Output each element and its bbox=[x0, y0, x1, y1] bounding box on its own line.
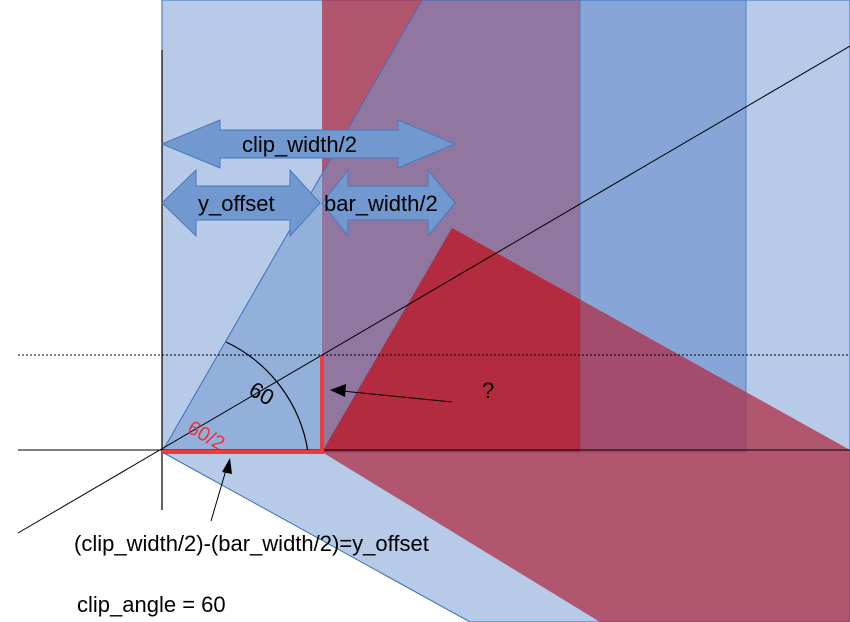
equation-pointer-line bbox=[210, 469, 227, 522]
y-offset-label: y_offset bbox=[198, 191, 275, 216]
clip-width-arrow bbox=[160, 119, 457, 169]
bar-width-half-label: bar_width/2 bbox=[324, 191, 438, 216]
question-pointer-head bbox=[330, 384, 346, 397]
red-intersection bbox=[322, 228, 580, 452]
clip-width-half-label: clip_width/2 bbox=[242, 132, 357, 157]
y-offset-arrow bbox=[161, 168, 321, 238]
angle-arc-60 bbox=[225, 341, 309, 453]
equation-label: (clip_width/2)-(bar_width/2)=y_offset bbox=[74, 531, 429, 556]
question-pointer-line bbox=[341, 390, 453, 403]
question-label: ? bbox=[482, 378, 494, 403]
red-offset-bracket bbox=[162, 356, 324, 454]
equation-pointer-head bbox=[222, 458, 232, 474]
diagonal-line bbox=[17, 45, 850, 534]
bar-width-arrow bbox=[321, 168, 456, 238]
clip-angle-label: clip_angle = 60 bbox=[77, 592, 226, 617]
